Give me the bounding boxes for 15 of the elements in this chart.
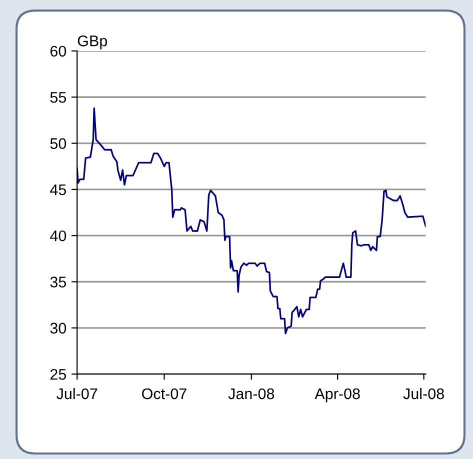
y-axis-title: GBp: [78, 35, 108, 50]
y-tick-label: 30: [50, 322, 66, 334]
line-series: [77, 107, 426, 334]
y-tick-label: 60: [50, 46, 66, 57]
y-tick-label: 25: [50, 368, 66, 380]
x-tick-label: Jul-07: [56, 388, 98, 400]
x-tick-label: Jan-08: [228, 388, 274, 400]
x-tick-label: Apr-08: [314, 388, 360, 402]
y-tick-label: 55: [50, 92, 66, 103]
y-tick-label: 50: [50, 138, 66, 149]
y-tick-label: 40: [50, 230, 66, 242]
x-tick-label: Oct-07: [142, 388, 186, 400]
y-tick-label: 45: [50, 184, 66, 196]
x-tick-label: Jul-08: [403, 388, 444, 400]
y-tick-label: 35: [50, 276, 66, 288]
